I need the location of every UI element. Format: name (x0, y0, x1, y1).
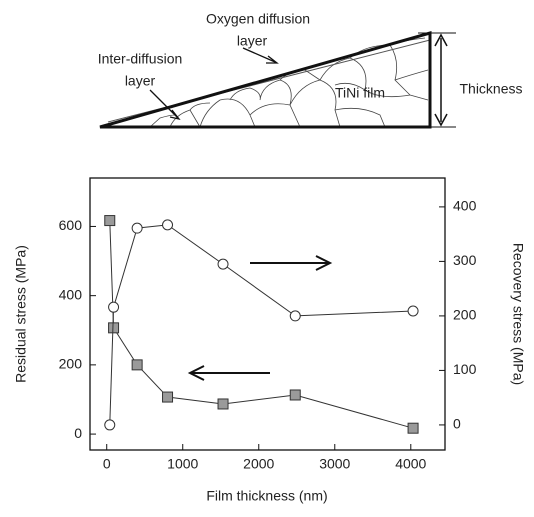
circle-marker (407, 305, 419, 317)
oxygen-label: Oxygen diffusion (206, 11, 310, 27)
y2-axis-label: Recovery stress (MPa) (510, 243, 526, 385)
y-axis-label: Residual stress (MPa) (13, 245, 29, 383)
plot-frame (89, 177, 446, 451)
x-tick-label: 0 (103, 456, 111, 472)
film-wedge (99, 31, 432, 129)
y2-tick-label: 200 (453, 307, 477, 323)
thickness-arrowheads (434, 33, 448, 127)
oxygen-pointer (242, 47, 279, 64)
y-tick-label: 200 (59, 356, 83, 372)
arrow-left (187, 365, 270, 381)
film-diagram: Oxygen diffusion layer Inter-diffusion l… (98, 11, 523, 129)
circle-marker (104, 419, 116, 431)
oxygen-label: layer (237, 33, 268, 49)
series-line (109, 220, 414, 429)
y2-tick-label: 400 (453, 198, 477, 214)
circle-marker (217, 258, 229, 270)
square-marker (289, 389, 301, 401)
square-marker (162, 391, 174, 403)
y2-tick-label: 100 (453, 361, 477, 377)
inter-label: layer (125, 73, 156, 89)
x-tick-label: 4000 (395, 456, 426, 472)
film-label: TiNi film (335, 85, 385, 101)
square-marker (131, 359, 143, 371)
square-marker (108, 322, 120, 334)
inter-pointer (149, 89, 181, 121)
y-tick-label: 600 (59, 217, 83, 233)
y2-tick-label: 300 (453, 252, 477, 268)
square-marker (104, 215, 116, 227)
circle-marker (131, 222, 143, 234)
circle-marker (289, 310, 301, 322)
x-tick-label: 3000 (319, 456, 350, 472)
square-marker (407, 422, 419, 434)
inter-label: Inter-diffusion (98, 51, 183, 67)
arrow-right (250, 255, 333, 271)
circle-marker (162, 219, 174, 231)
thickness-label: Thickness (459, 81, 522, 97)
x-tick-label: 2000 (243, 456, 274, 472)
y-tick-label: 0 (74, 425, 82, 441)
series-line (109, 224, 414, 425)
square-marker (217, 398, 229, 410)
y-tick-label: 400 (59, 286, 83, 302)
x-tick-label: 1000 (167, 456, 198, 472)
y2-tick-label: 0 (453, 416, 461, 432)
x-axis-label: Film thickness (nm) (206, 488, 327, 504)
circle-marker (108, 301, 120, 313)
